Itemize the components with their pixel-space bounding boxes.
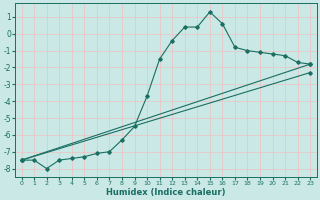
X-axis label: Humidex (Indice chaleur): Humidex (Indice chaleur)	[106, 188, 226, 197]
